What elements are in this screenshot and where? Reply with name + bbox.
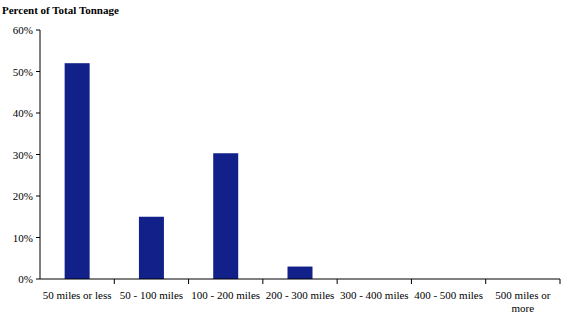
x-tick-label: 400 - 500 miles	[414, 289, 483, 301]
bar	[213, 153, 238, 279]
y-tick	[36, 196, 40, 197]
x-tick-label: 50 miles or less	[43, 289, 112, 301]
x-tick-label-line: 300 - 400 miles	[340, 289, 409, 301]
chart-svg: Percent of Total Tonnage 0% 10% 20% 30% 40% 50…	[0, 0, 575, 320]
y-tick-label: 40%	[13, 107, 33, 119]
x-tick	[485, 279, 486, 284]
y-tick	[36, 279, 40, 280]
y-tick	[36, 113, 40, 114]
y-tick	[36, 154, 40, 155]
chart-container: Percent of Total Tonnage 0% 10% 20% 30% 40% 50…	[0, 0, 575, 320]
x-tick-label: 300 - 400 miles	[340, 289, 409, 301]
x-tick	[411, 279, 412, 284]
y-tick-label: 0%	[18, 273, 33, 285]
y-tick-label: 20%	[13, 190, 33, 202]
y-tick	[36, 71, 40, 72]
x-tick	[337, 279, 338, 284]
y-tick-label: 10%	[13, 232, 33, 244]
x-tick	[114, 279, 115, 284]
x-tick-label-line: 200 - 300 miles	[266, 289, 335, 301]
x-tick	[262, 279, 263, 284]
bar	[65, 63, 90, 279]
y-tick-label: 60%	[13, 24, 33, 36]
y-tick	[36, 30, 40, 31]
x-tick-label: 200 - 300 miles	[266, 289, 335, 301]
x-tick	[560, 279, 561, 284]
y-tick-label: 50%	[13, 66, 33, 78]
y-tick	[36, 237, 40, 238]
x-axis-line	[40, 279, 560, 280]
y-tick-label: 30%	[13, 149, 33, 161]
x-tick-label: 50 - 100 miles	[120, 289, 183, 301]
x-tick-label-line: 500 miles or	[495, 289, 550, 301]
x-tick-label: 100 - 200 miles	[191, 289, 260, 301]
bars	[65, 63, 313, 279]
bar	[139, 217, 164, 279]
x-tick-label-line: 50 miles or less	[43, 289, 112, 301]
bar	[288, 267, 313, 279]
x-tick	[188, 279, 189, 284]
x-tick-label-line: more	[512, 302, 535, 314]
x-tick-label: 500 miles ormore	[495, 289, 550, 314]
x-tick-label-line: 50 - 100 miles	[120, 289, 183, 301]
x-tick-label-line: 100 - 200 miles	[191, 289, 260, 301]
y-axis-label: Percent of Total Tonnage	[2, 4, 119, 16]
x-tick-label-line: 400 - 500 miles	[414, 289, 483, 301]
